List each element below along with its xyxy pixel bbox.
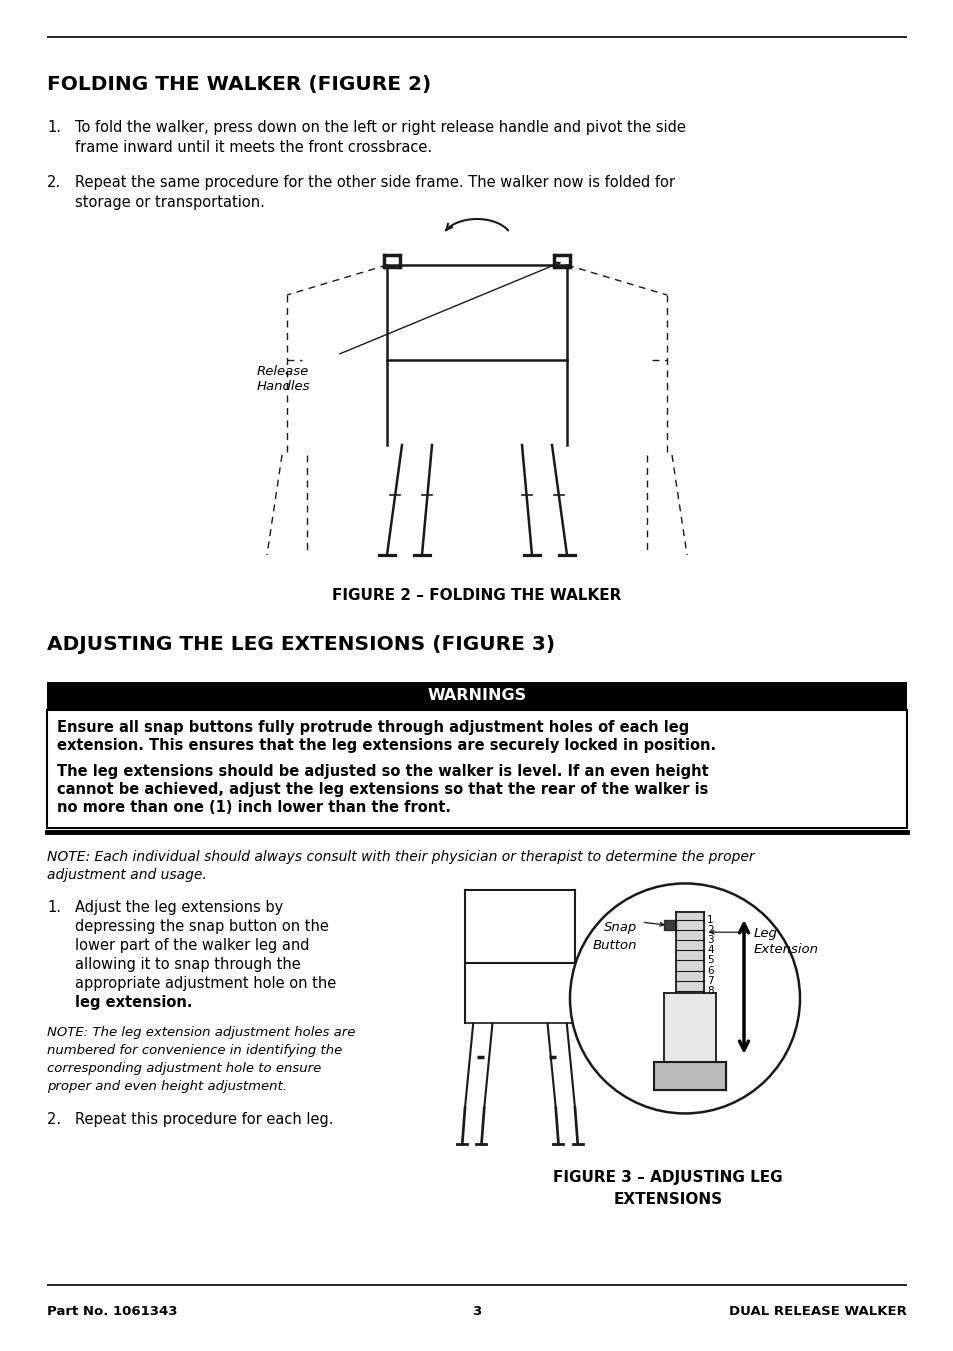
Text: Snap: Snap <box>603 921 636 935</box>
Text: FOLDING THE WALKER (FIGURE 2): FOLDING THE WALKER (FIGURE 2) <box>47 76 431 95</box>
Text: 4: 4 <box>706 946 713 955</box>
Text: Button: Button <box>592 939 636 952</box>
Text: Adjust the leg extensions by: Adjust the leg extensions by <box>75 900 283 915</box>
Bar <box>47 711 906 828</box>
Text: Part No. 1061343: Part No. 1061343 <box>47 1305 177 1319</box>
Text: Extension: Extension <box>753 943 818 957</box>
Text: ADJUSTING THE LEG EXTENSIONS (FIGURE 3): ADJUSTING THE LEG EXTENSIONS (FIGURE 3) <box>47 635 555 654</box>
Text: numbered for convenience in identifying the: numbered for convenience in identifying … <box>47 1044 342 1056</box>
Text: no more than one (1) inch lower than the front.: no more than one (1) inch lower than the… <box>57 800 451 815</box>
Text: 6: 6 <box>706 966 713 975</box>
Text: EXTENSIONS: EXTENSIONS <box>613 1192 721 1206</box>
Text: proper and even height adjustment.: proper and even height adjustment. <box>47 1079 287 1093</box>
Text: Release
Handles: Release Handles <box>256 365 310 393</box>
Text: 8: 8 <box>706 986 713 996</box>
Text: 5: 5 <box>706 955 713 966</box>
Text: 3: 3 <box>706 935 713 946</box>
Text: To fold the walker, press down on the left or right release handle and pivot the: To fold the walker, press down on the le… <box>75 120 685 135</box>
Text: 1: 1 <box>706 915 713 925</box>
Text: NOTE: Each individual should always consult with their physician or therapist to: NOTE: Each individual should always cons… <box>47 850 754 865</box>
Text: 7: 7 <box>706 975 713 986</box>
Text: frame inward until it meets the front crossbrace.: frame inward until it meets the front cr… <box>75 141 432 155</box>
Text: 1.: 1. <box>47 900 61 915</box>
Text: cannot be achieved, adjust the leg extensions so that the rear of the walker is: cannot be achieved, adjust the leg exten… <box>57 782 708 797</box>
Text: FIGURE 3 – ADJUSTING LEG: FIGURE 3 – ADJUSTING LEG <box>553 1170 782 1185</box>
Text: NOTE: The leg extension adjustment holes are: NOTE: The leg extension adjustment holes… <box>47 1025 355 1039</box>
Text: Ensure all snap buttons fully protrude through adjustment holes of each leg: Ensure all snap buttons fully protrude t… <box>57 720 688 735</box>
Text: 2.   Repeat this procedure for each leg.: 2. Repeat this procedure for each leg. <box>47 1112 334 1127</box>
Text: FIGURE 2 – FOLDING THE WALKER: FIGURE 2 – FOLDING THE WALKER <box>332 588 621 603</box>
Text: lower part of the walker leg and: lower part of the walker leg and <box>75 938 309 952</box>
Text: 2.: 2. <box>47 176 61 190</box>
Text: extension. This ensures that the leg extensions are securely locked in position.: extension. This ensures that the leg ext… <box>57 738 716 753</box>
Text: allowing it to snap through the: allowing it to snap through the <box>75 957 300 971</box>
Bar <box>47 682 906 711</box>
Text: corresponding adjustment hole to ensure: corresponding adjustment hole to ensure <box>47 1062 321 1075</box>
Text: adjustment and usage.: adjustment and usage. <box>47 867 207 882</box>
Text: 3: 3 <box>472 1305 481 1319</box>
Text: 1.: 1. <box>47 120 61 135</box>
Text: WARNINGS: WARNINGS <box>427 688 526 703</box>
Circle shape <box>569 884 800 1113</box>
Text: appropriate adjustment hole on the: appropriate adjustment hole on the <box>75 975 335 992</box>
Text: depressing the snap button on the: depressing the snap button on the <box>75 919 329 934</box>
Text: The leg extensions should be adjusted so the walker is level. If an even height: The leg extensions should be adjusted so… <box>57 765 708 780</box>
Text: Leg: Leg <box>753 927 777 940</box>
Text: leg extension.: leg extension. <box>75 994 193 1011</box>
Text: storage or transportation.: storage or transportation. <box>75 195 265 209</box>
Text: 2: 2 <box>706 925 713 935</box>
Text: Repeat the same procedure for the other side frame. The walker now is folded for: Repeat the same procedure for the other … <box>75 176 675 190</box>
Text: DUAL RELEASE WALKER: DUAL RELEASE WALKER <box>728 1305 906 1319</box>
